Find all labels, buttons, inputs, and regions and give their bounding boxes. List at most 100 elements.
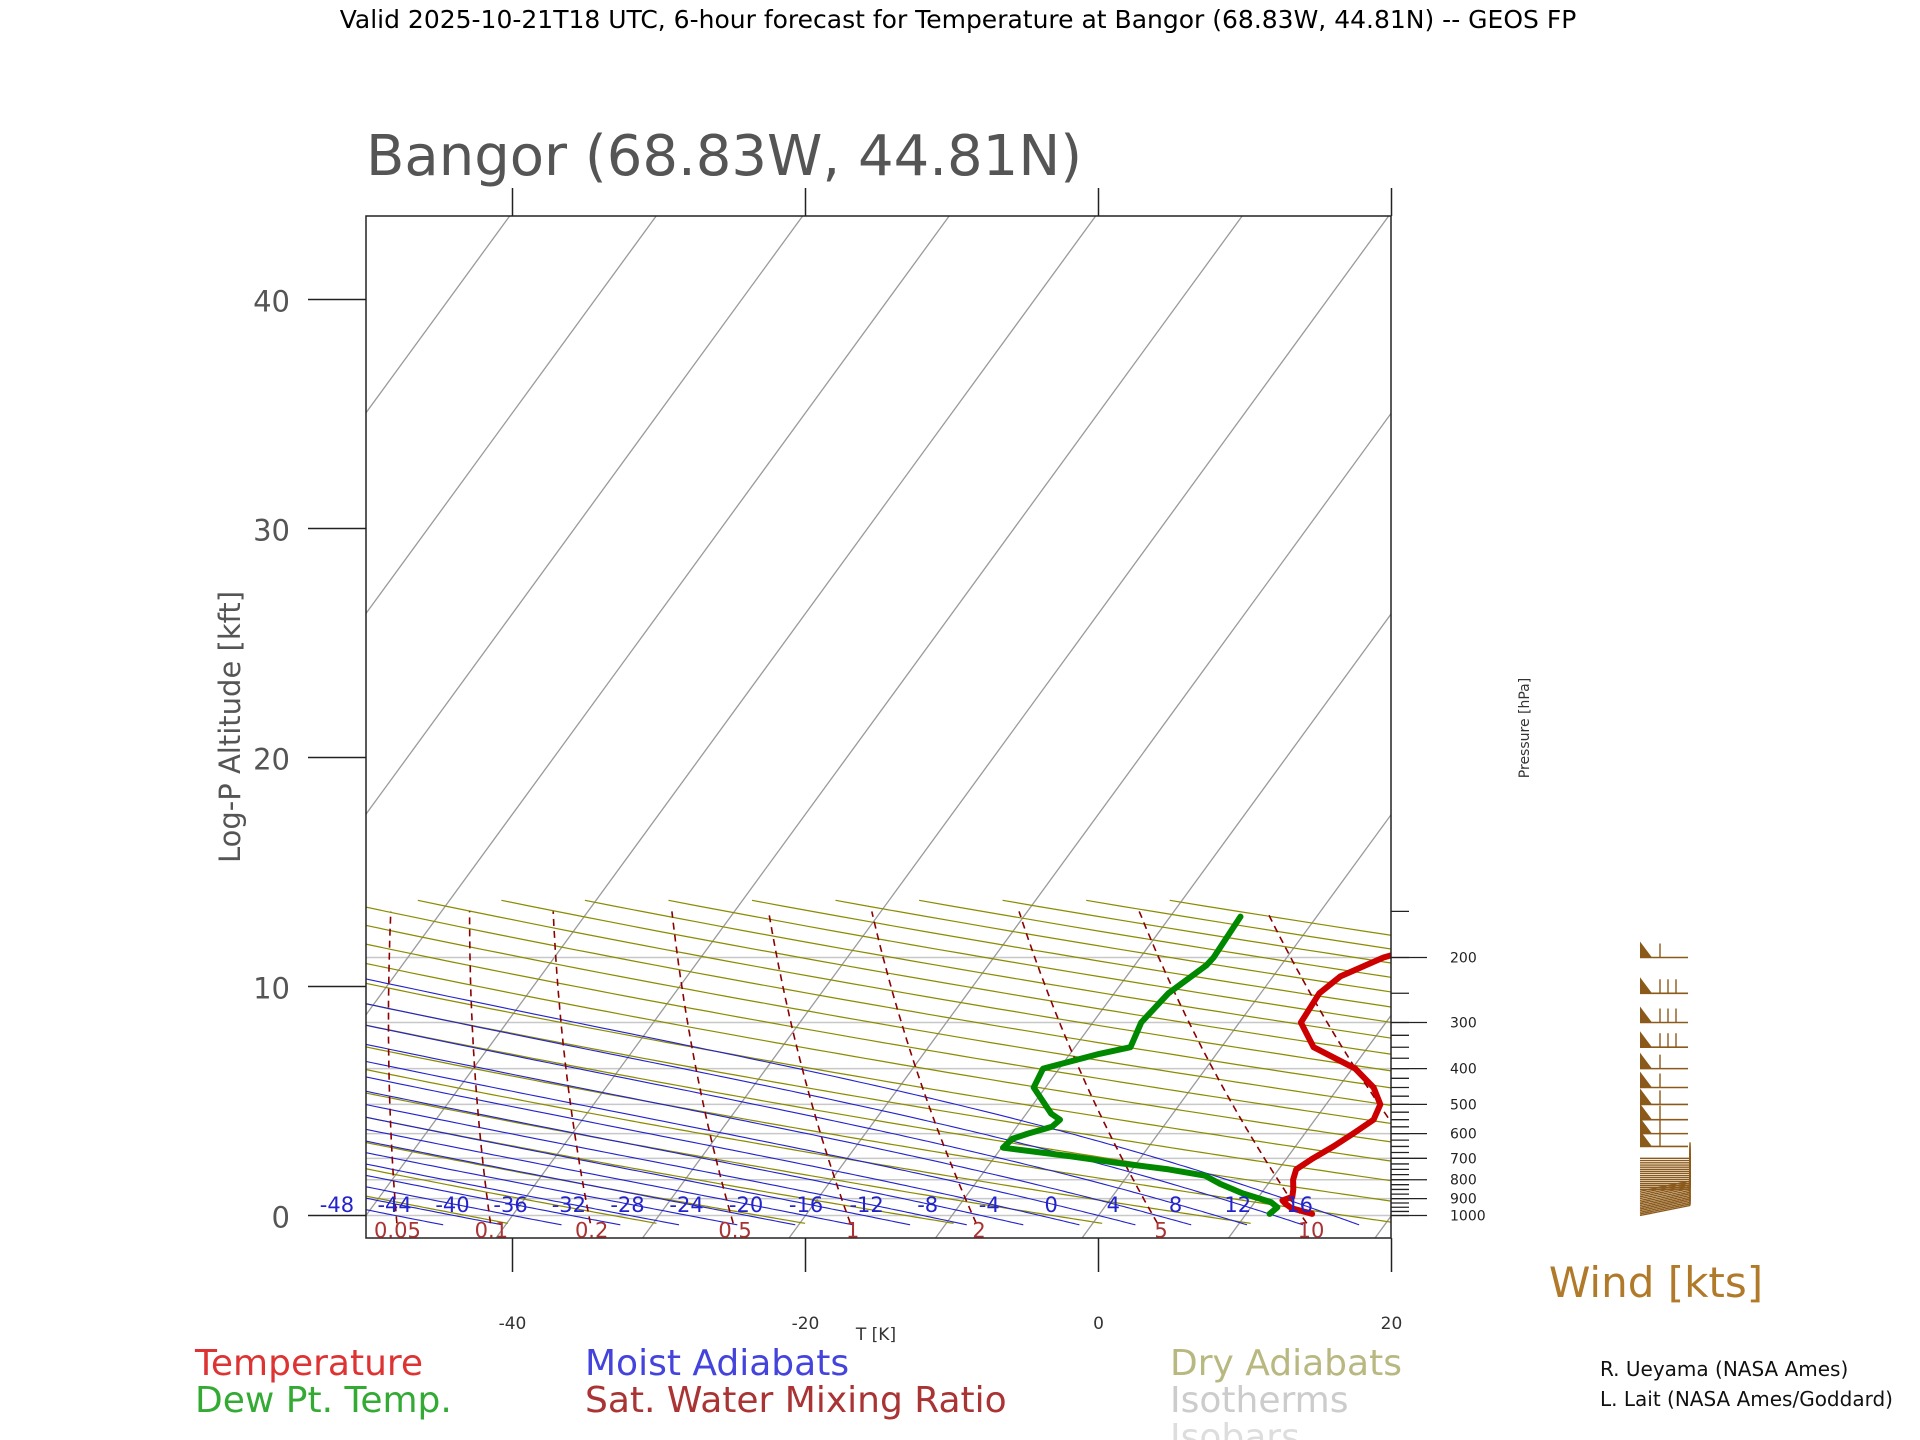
mixing-ratio-label: 2 [972, 1219, 985, 1243]
wind-barbs [1639, 941, 1691, 1217]
isotherm-line [1518, 211, 1920, 1243]
legend-moist: Moist Adiabats [585, 1343, 849, 1384]
mixing-ratio-line [552, 911, 592, 1224]
wind-barb [1639, 1201, 1691, 1213]
dry-adiabat-line [366, 1195, 509, 1224]
dry-adiabat-line [366, 982, 1391, 1162]
legend-temperature: Temperature [194, 1343, 423, 1384]
moist-adiabat-line [366, 1024, 1248, 1226]
mixing-ratio-line [468, 911, 492, 1224]
right-tick-label: 1000 [1450, 1209, 1486, 1225]
dry-adiabat-line [366, 1141, 806, 1224]
isotherm-line [495, 216, 1243, 1238]
plot-labels: -48 -44 -40 -36 -32 -28 -24 -20 -16 -12 -8 -4 0 4 8 12 1… [320, 1193, 1325, 1243]
legend-dry: Dry Adiabats [1170, 1343, 1402, 1384]
isotherm-line [366, 216, 950, 1016]
left-tick-label: 10 [253, 972, 290, 1006]
dry-adiabat-line [366, 1168, 657, 1224]
dry-adiabat-line [501, 899, 1391, 1055]
profile-lines [1000, 913, 1391, 1217]
isotherm-line [641, 216, 1390, 1238]
credit-1: R. Ueyama (NASA Ames) [1600, 1357, 1848, 1381]
isotherm-line [0, 211, 367, 1243]
dry-adiabat-line [366, 1068, 1251, 1224]
legend-dewpoint: Dew Pt. Temp. [195, 1380, 452, 1421]
wind-barb-flag [1640, 977, 1652, 994]
right-tick-label: 900 [1450, 1192, 1477, 1208]
wind-label: Wind [kts] [1549, 1258, 1763, 1307]
moist-adiabat-label: 8 [1169, 1193, 1182, 1217]
moist-adiabat-line [366, 1116, 911, 1226]
header-title: Valid 2025-10-21T18 UTC, 6-hour forecast… [340, 5, 1577, 34]
right-tick-label: 600 [1450, 1127, 1477, 1143]
moist-adiabat-label: -8 [917, 1193, 938, 1217]
mixing-ratio-line [871, 911, 977, 1224]
right-tick-label: 800 [1450, 1173, 1477, 1189]
bottom-tick-label: 20 [1381, 1314, 1403, 1334]
moist-adiabat-label: -4 [979, 1193, 1000, 1217]
moist-adiabat-line [366, 1128, 853, 1226]
wind-barb-flag [1640, 1071, 1652, 1088]
dewpoint-line [1000, 913, 1281, 1217]
moist-adiabat-label: -16 [789, 1193, 823, 1217]
mixing-ratio-line [387, 911, 398, 1224]
dry-adiabat-line [366, 1003, 1391, 1182]
legend-mixing: Sat. Water Mixing Ratio [585, 1380, 1007, 1421]
left-tick-label: 30 [253, 514, 290, 548]
moist-adiabat-label: -28 [610, 1193, 644, 1217]
wind-barb-flag [1640, 1031, 1652, 1048]
legend-isobars: Isobars [1170, 1417, 1300, 1440]
wind-barb [1639, 1186, 1691, 1198]
plot-background-lines [0, 211, 1920, 1243]
bottom-tick-label: -20 [792, 1314, 820, 1334]
isotherm-line [1664, 211, 1920, 1243]
dry-adiabat-line [366, 1046, 1391, 1223]
moist-adiabat-line [366, 1076, 1080, 1226]
moist-adiabat-label: 16 [1286, 1193, 1313, 1217]
isotherm-line [934, 613, 1391, 1238]
isotherm-line [0, 211, 74, 1243]
left-tick-label: 0 [272, 1201, 290, 1235]
wind-barb-flag [1640, 1088, 1652, 1105]
dry-adiabat-line [0, 900, 62, 1223]
isotherm-line [1081, 813, 1391, 1238]
moist-adiabat-label: -32 [552, 1193, 586, 1217]
legend-isotherms: Isotherms [1170, 1380, 1348, 1421]
wind-barb-flag [1640, 1130, 1652, 1147]
moist-adiabat-line [366, 1060, 1136, 1226]
wind-barb-flag [1640, 941, 1652, 958]
wind-barb-flag [1640, 1117, 1652, 1134]
dry-adiabat-line [366, 943, 1391, 1125]
moist-adiabat-label: -40 [435, 1193, 469, 1217]
moist-adiabat-label: -48 [320, 1193, 354, 1217]
moist-adiabat-label: -20 [729, 1193, 763, 1217]
moist-adiabat-label: -36 [493, 1193, 527, 1217]
right-tick-label: 200 [1450, 951, 1477, 967]
mixing-ratio-line [1402, 911, 1637, 1223]
left-tick-label: 20 [253, 743, 290, 777]
dry-adiabat-line [0, 900, 359, 1223]
moist-adiabat-line [366, 1152, 738, 1226]
isotherm-line [366, 216, 511, 414]
mixing-ratio-label: 0.2 [575, 1219, 608, 1243]
mixing-ratio-line [767, 911, 852, 1224]
mixing-ratio-line [281, 911, 293, 1223]
temperature-line [1279, 952, 1391, 1217]
moist-adiabat-line [366, 1043, 1192, 1226]
dry-adiabat-line [366, 906, 1391, 1089]
dry-adiabat-line [584, 899, 1391, 1039]
moist-adiabat-line [366, 1104, 967, 1226]
moist-adiabat-line [366, 1174, 621, 1226]
moist-adiabat-label: -12 [849, 1193, 883, 1217]
moist-adiabat-label: 0 [1045, 1193, 1058, 1217]
dry-adiabat-line [668, 899, 1391, 1023]
wind-barb [1639, 1204, 1691, 1217]
bottom-tick-label: -40 [499, 1314, 527, 1334]
right-axis-label: Pressure [hPa] [1517, 678, 1533, 778]
mixing-ratio-line [671, 911, 734, 1224]
mixing-ratio-label: 0.05 [374, 1219, 421, 1243]
wind-barb-flag [1640, 1103, 1652, 1120]
isotherm-line [1227, 1014, 1391, 1238]
wind-barb [1639, 1203, 1691, 1215]
